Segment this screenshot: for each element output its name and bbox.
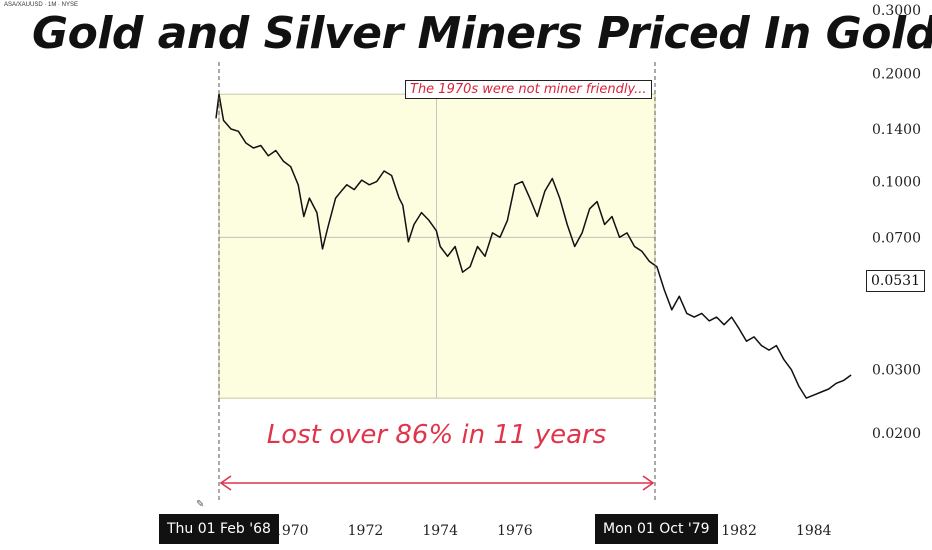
chart-title: Gold and Silver Miners Priced In Gold: [32, 8, 932, 59]
range-end-date-tag: Mon 01 Oct '79: [595, 514, 718, 544]
y-tick-label: 0.1400: [872, 122, 921, 138]
y-tick-label: 0.2000: [872, 66, 921, 82]
current-price-tag: 0.0531: [866, 270, 925, 292]
range-arrow-right-head: [642, 475, 655, 491]
x-tick-label: 1984: [796, 523, 832, 539]
range-start-date-tag: Thu 01 Feb '68: [159, 514, 279, 544]
highlight-box: [218, 93, 656, 399]
y-tick-label: 0.1000: [872, 175, 921, 191]
series-line-0: [215, 93, 852, 399]
x-tick-label: 1974: [422, 523, 458, 539]
y-tick-label: 0.3000: [872, 3, 921, 19]
x-tick-label: 1976: [497, 523, 533, 539]
annotation-note[interactable]: The 1970s were not miner friendly...: [405, 80, 652, 99]
y-tick-label: 0.0200: [872, 426, 921, 442]
y-tick-label: 0.0300: [872, 363, 921, 379]
pencil-icon[interactable]: ✎: [196, 499, 205, 510]
range-arrow-left-head: [219, 475, 232, 491]
x-tick-label: 1970: [273, 523, 309, 539]
loss-label: Lost over 86% in 11 years: [266, 420, 607, 450]
y-tick-label: 0.0700: [872, 230, 921, 246]
symbol-label: ASA/XAUUSD · 1M · NYSE: [4, 2, 79, 8]
x-tick-label: 1972: [348, 523, 384, 539]
x-tick-label: 1982: [721, 523, 757, 539]
